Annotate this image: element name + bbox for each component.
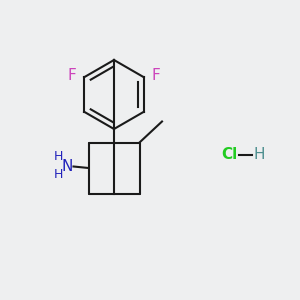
Text: F: F xyxy=(68,68,76,83)
Text: H: H xyxy=(54,167,63,181)
Text: Cl: Cl xyxy=(221,147,238,162)
Text: H: H xyxy=(254,147,265,162)
Text: H: H xyxy=(54,149,63,163)
Text: F: F xyxy=(152,68,160,83)
Text: N: N xyxy=(62,159,73,174)
